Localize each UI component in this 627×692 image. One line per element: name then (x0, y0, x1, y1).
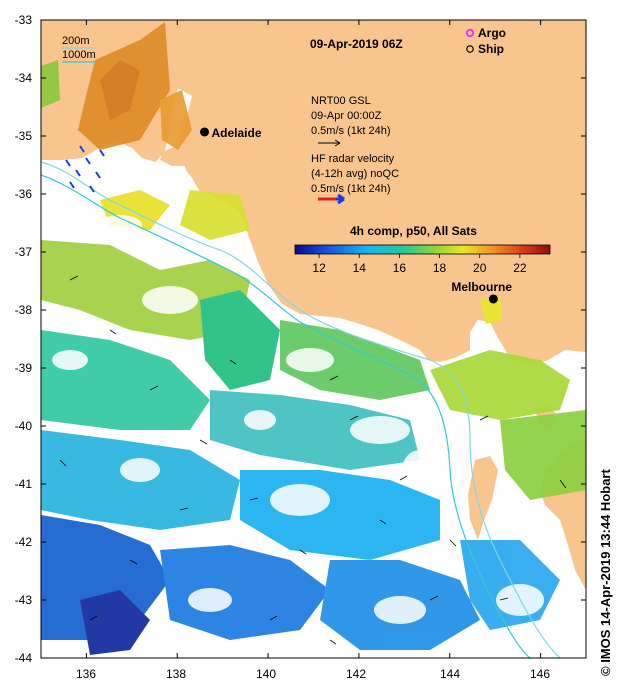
ship-icon (466, 45, 474, 53)
colorbar-tick-label: 14 (353, 261, 367, 275)
colorbar-tick-label: 18 (433, 261, 447, 275)
colorbar-title: 4h comp, p50, All Sats (350, 224, 477, 238)
y-tick-label: -34 (15, 71, 33, 85)
adelaide-marker (200, 127, 209, 137)
y-tick-label: -41 (15, 477, 33, 491)
hf-radar-legend: HF radar velocity (4-12h avg) noQC 0.5m/… (311, 153, 399, 205)
y-tick-label: -38 (15, 303, 33, 317)
x-tick-label: 138 (166, 667, 186, 681)
hf-radar-vectors (65, 145, 105, 193)
colorbar-tick-label: 22 (513, 261, 527, 275)
argo-icon (465, 28, 475, 38)
king-island (468, 456, 498, 540)
y-tick-label: -43 (15, 593, 33, 607)
cloud-mask (52, 215, 544, 624)
axis-ticks (41, 19, 586, 659)
model-line-3: 0.5m/s (1kt 24h) (311, 125, 390, 137)
y-tick-label: -33 (15, 13, 33, 27)
radar-line-3: 0.5m/s (1kt 24h) (311, 183, 390, 195)
city-markers: Adelaide Melbourne (200, 126, 512, 304)
isobath-200m (41, 161, 561, 658)
argo-label: Argo (478, 26, 506, 40)
x-tick-label: 144 (440, 667, 460, 681)
radar-line-2: (4-12h avg) noQC (311, 168, 399, 180)
colorbar: 4h comp, p50, All Sats 12 14 16 18 20 22 (294, 224, 551, 275)
isobath-1000m (41, 174, 531, 658)
x-tick-label: 146 (530, 667, 550, 681)
plot-frame (40, 19, 587, 659)
credit-line: © IMOS 14-Apr-2019 13:44 Hobart (598, 469, 613, 676)
isobath-legend: 200m 1000m (62, 35, 96, 63)
melbourne-marker (488, 294, 498, 304)
colorbar-tick-label: 12 (312, 261, 326, 275)
y-tick-label: -39 (15, 361, 33, 375)
land-south-australia (41, 20, 586, 366)
colorbar-tick-label: 20 (473, 261, 487, 275)
model-line-2: 09-Apr 00:00Z (311, 110, 382, 122)
melbourne-label: Melbourne (451, 280, 512, 294)
x-axis: 136 138 140 142 144 146 (76, 667, 550, 681)
colorbar-tick-label: 16 (393, 261, 407, 275)
isobath-200m-label: 200m (62, 35, 90, 47)
y-tick-label: -40 (15, 419, 33, 433)
adelaide-label: Adelaide (212, 126, 262, 140)
ship-label: Ship (478, 42, 504, 56)
kangaroo-island (160, 146, 208, 166)
isobath-1000m-label: 1000m (62, 49, 96, 61)
map-title: 09-Apr-2019 06Z (310, 37, 403, 51)
y-tick-label: -37 (15, 245, 33, 259)
colorbar-ramp (294, 244, 551, 255)
sst-field (41, 22, 586, 655)
model-line-1: NRT00 GSL (311, 95, 371, 107)
model-current-legend: NRT00 GSL 09-Apr 00:00Z 0.5m/s (1kt 24h) (311, 95, 390, 147)
y-tick-label: -36 (15, 187, 33, 201)
y-tick-label: -35 (15, 129, 33, 143)
platform-legend: Argo Ship (465, 26, 506, 56)
x-tick-label: 142 (346, 667, 366, 681)
velocity-vectors (59, 275, 567, 645)
x-tick-label: 136 (76, 667, 96, 681)
y-axis: -33 -34 -35 -36 -37 -38 -39 -40 -41 -42 … (15, 13, 33, 665)
radar-line-1: HF radar velocity (311, 153, 395, 165)
y-tick-label: -44 (15, 651, 33, 665)
x-tick-label: 140 (256, 667, 276, 681)
y-tick-label: -42 (15, 535, 33, 549)
